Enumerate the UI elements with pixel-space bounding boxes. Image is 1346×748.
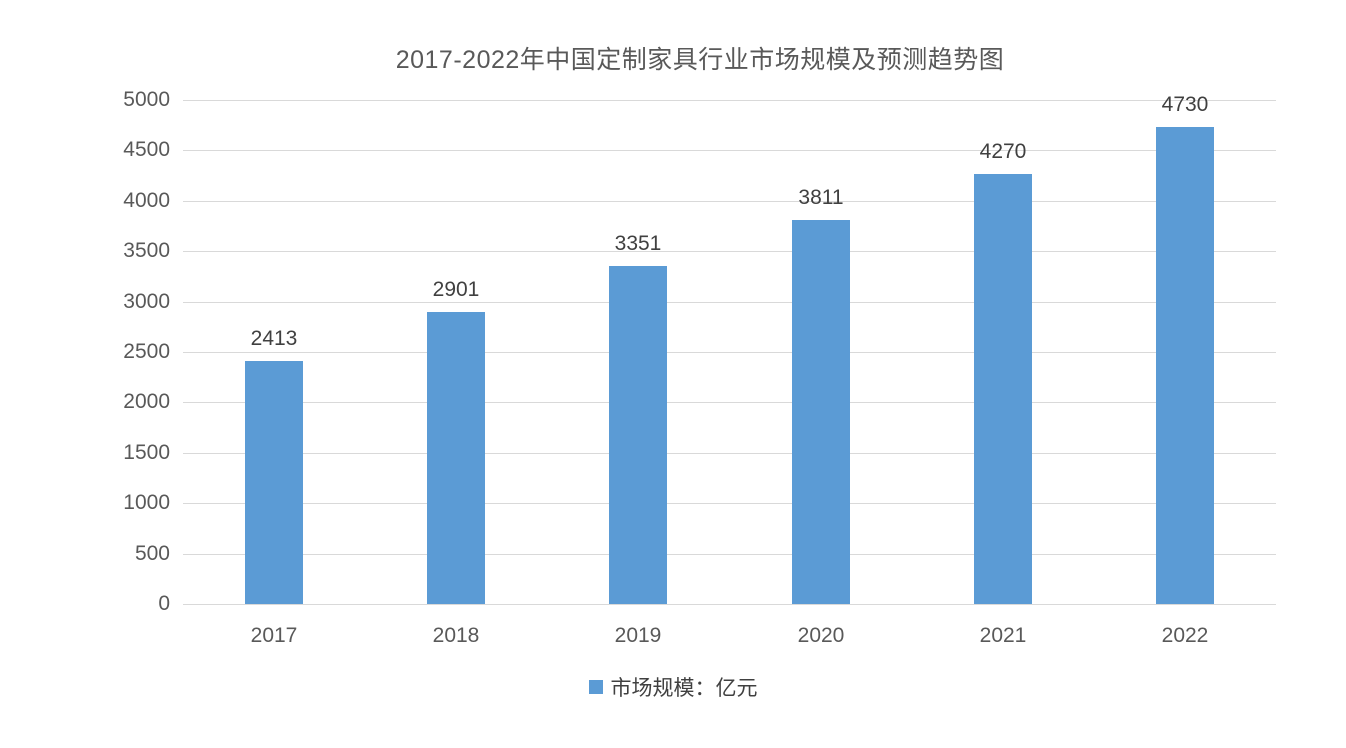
gridline [183, 100, 1276, 101]
bar-value-label: 4270 [979, 140, 1027, 163]
legend: 市场规模：亿元 [0, 672, 1346, 702]
y-tick-label: 4500 [123, 138, 170, 161]
x-tick-label: 2017 [250, 624, 298, 647]
y-tick-label: 1500 [123, 441, 170, 464]
gridline [183, 302, 1276, 303]
bar [792, 220, 850, 604]
bar-value-label: 3351 [614, 232, 662, 255]
y-tick-label: 0 [158, 592, 170, 615]
y-tick-label: 4000 [123, 189, 170, 212]
gridline [183, 453, 1276, 454]
blue-square-icon [588, 680, 603, 694]
bar-value-label: 2413 [250, 327, 298, 350]
y-tick-label: 3000 [123, 290, 170, 313]
x-tick-label: 2022 [1161, 624, 1209, 647]
bar [974, 174, 1032, 604]
gridline [183, 604, 1276, 605]
bar [427, 312, 485, 604]
gridline [183, 150, 1276, 151]
gridline [183, 402, 1276, 403]
y-tick-label: 3500 [123, 239, 170, 262]
bar [245, 361, 303, 604]
bar [1156, 127, 1214, 604]
y-tick-label: 2000 [123, 390, 170, 413]
y-tick-label: 500 [134, 542, 170, 565]
gridline [183, 554, 1276, 555]
legend-label: 市场规模：亿元 [610, 677, 758, 700]
gridline [183, 201, 1276, 202]
gridline [183, 503, 1276, 504]
chart-title: 2017-2022年中国定制家具行业市场规模及预测趋势图 [395, 46, 1005, 74]
bar-value-label: 3811 [798, 186, 844, 209]
gridline [183, 352, 1276, 353]
x-tick-label: 2020 [797, 624, 845, 647]
y-tick-label: 1000 [123, 491, 170, 514]
x-tick-label: 2018 [432, 624, 480, 647]
gridline [183, 251, 1276, 252]
bar-value-label: 4730 [1161, 93, 1209, 116]
bar-value-label: 2901 [432, 278, 480, 301]
x-tick-label: 2019 [614, 624, 662, 647]
x-tick-label: 2021 [979, 624, 1027, 647]
bar [609, 266, 667, 604]
y-tick-label: 5000 [123, 88, 170, 111]
y-tick-label: 2500 [123, 340, 170, 363]
